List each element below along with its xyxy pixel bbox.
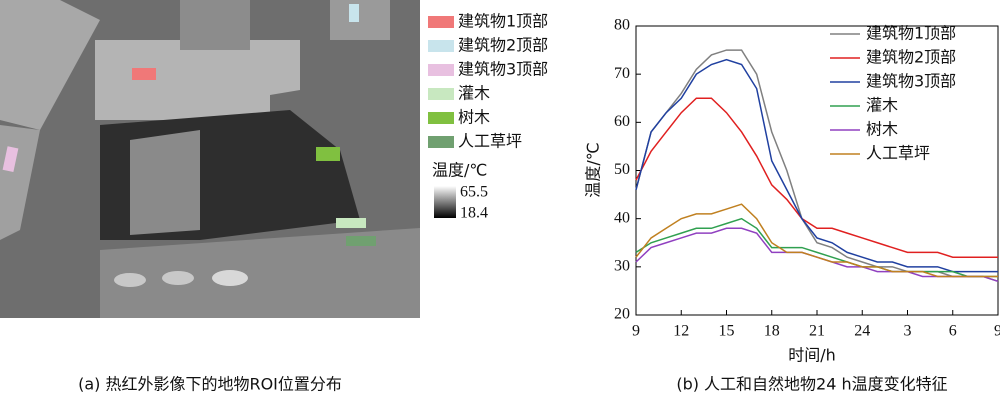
x-axis-label: 时间/h <box>788 346 836 365</box>
colorbar-max: 65.5 <box>460 184 488 201</box>
legend-swatch <box>428 64 454 76</box>
legend-swatch <box>428 88 454 100</box>
x-tick-label: 15 <box>719 323 735 340</box>
legend-label: 建筑物2顶部 <box>458 36 548 55</box>
y-tick-label: 70 <box>614 65 630 82</box>
legend-swatch <box>428 16 454 28</box>
y-axis-label: 温度/℃ <box>584 142 603 197</box>
legend-label: 灌木 <box>458 84 490 103</box>
legend-label: 树木 <box>458 108 490 127</box>
series-line <box>635 58 998 273</box>
legend-label: 人工草坪 <box>458 132 522 151</box>
y-tick-label: 30 <box>614 258 630 275</box>
caption-a: (a) 热红外影像下的地物ROI位置分布 <box>78 375 342 394</box>
x-tick-label: 21 <box>809 323 825 340</box>
y-tick-label: 20 <box>614 306 630 323</box>
y-tick-label: 80 <box>614 17 630 34</box>
colorbar-min: 18.4 <box>460 205 488 222</box>
thermal-image <box>0 0 420 318</box>
y-tick-label: 40 <box>614 209 630 226</box>
y-tick-label: 50 <box>614 161 630 178</box>
x-tick-label: 12 <box>673 323 689 340</box>
x-tick-label: 24 <box>854 323 870 340</box>
legend-label: 灌木 <box>866 96 898 115</box>
series-line <box>635 217 998 278</box>
legend-label: 建筑物3顶部 <box>458 60 548 79</box>
legend-label: 建筑物1顶部 <box>458 12 548 31</box>
legend-label: 建筑物3顶部 <box>866 72 956 91</box>
colorbar-title: 温度/℃ <box>432 161 487 180</box>
legend-swatch <box>428 136 454 148</box>
caption-b: (b) 人工和自然地物24 h温度变化特征 <box>676 375 947 394</box>
legend-label: 树木 <box>866 120 898 139</box>
legend-label: 建筑物1顶部 <box>866 24 956 43</box>
series-line <box>635 203 998 278</box>
x-tick-label: 9 <box>994 323 1000 340</box>
legend-label: 建筑物2顶部 <box>866 48 956 67</box>
x-tick-label: 3 <box>904 323 912 340</box>
legend-label: 人工草坪 <box>866 144 930 163</box>
y-tick-label: 60 <box>614 113 630 130</box>
x-tick-label: 6 <box>949 323 957 340</box>
legend-swatch <box>428 112 454 124</box>
x-tick-label: 18 <box>764 323 780 340</box>
series-line <box>635 97 998 258</box>
legend-swatch <box>428 40 454 52</box>
colorbar <box>434 186 456 218</box>
x-tick-label: 9 <box>632 323 640 340</box>
